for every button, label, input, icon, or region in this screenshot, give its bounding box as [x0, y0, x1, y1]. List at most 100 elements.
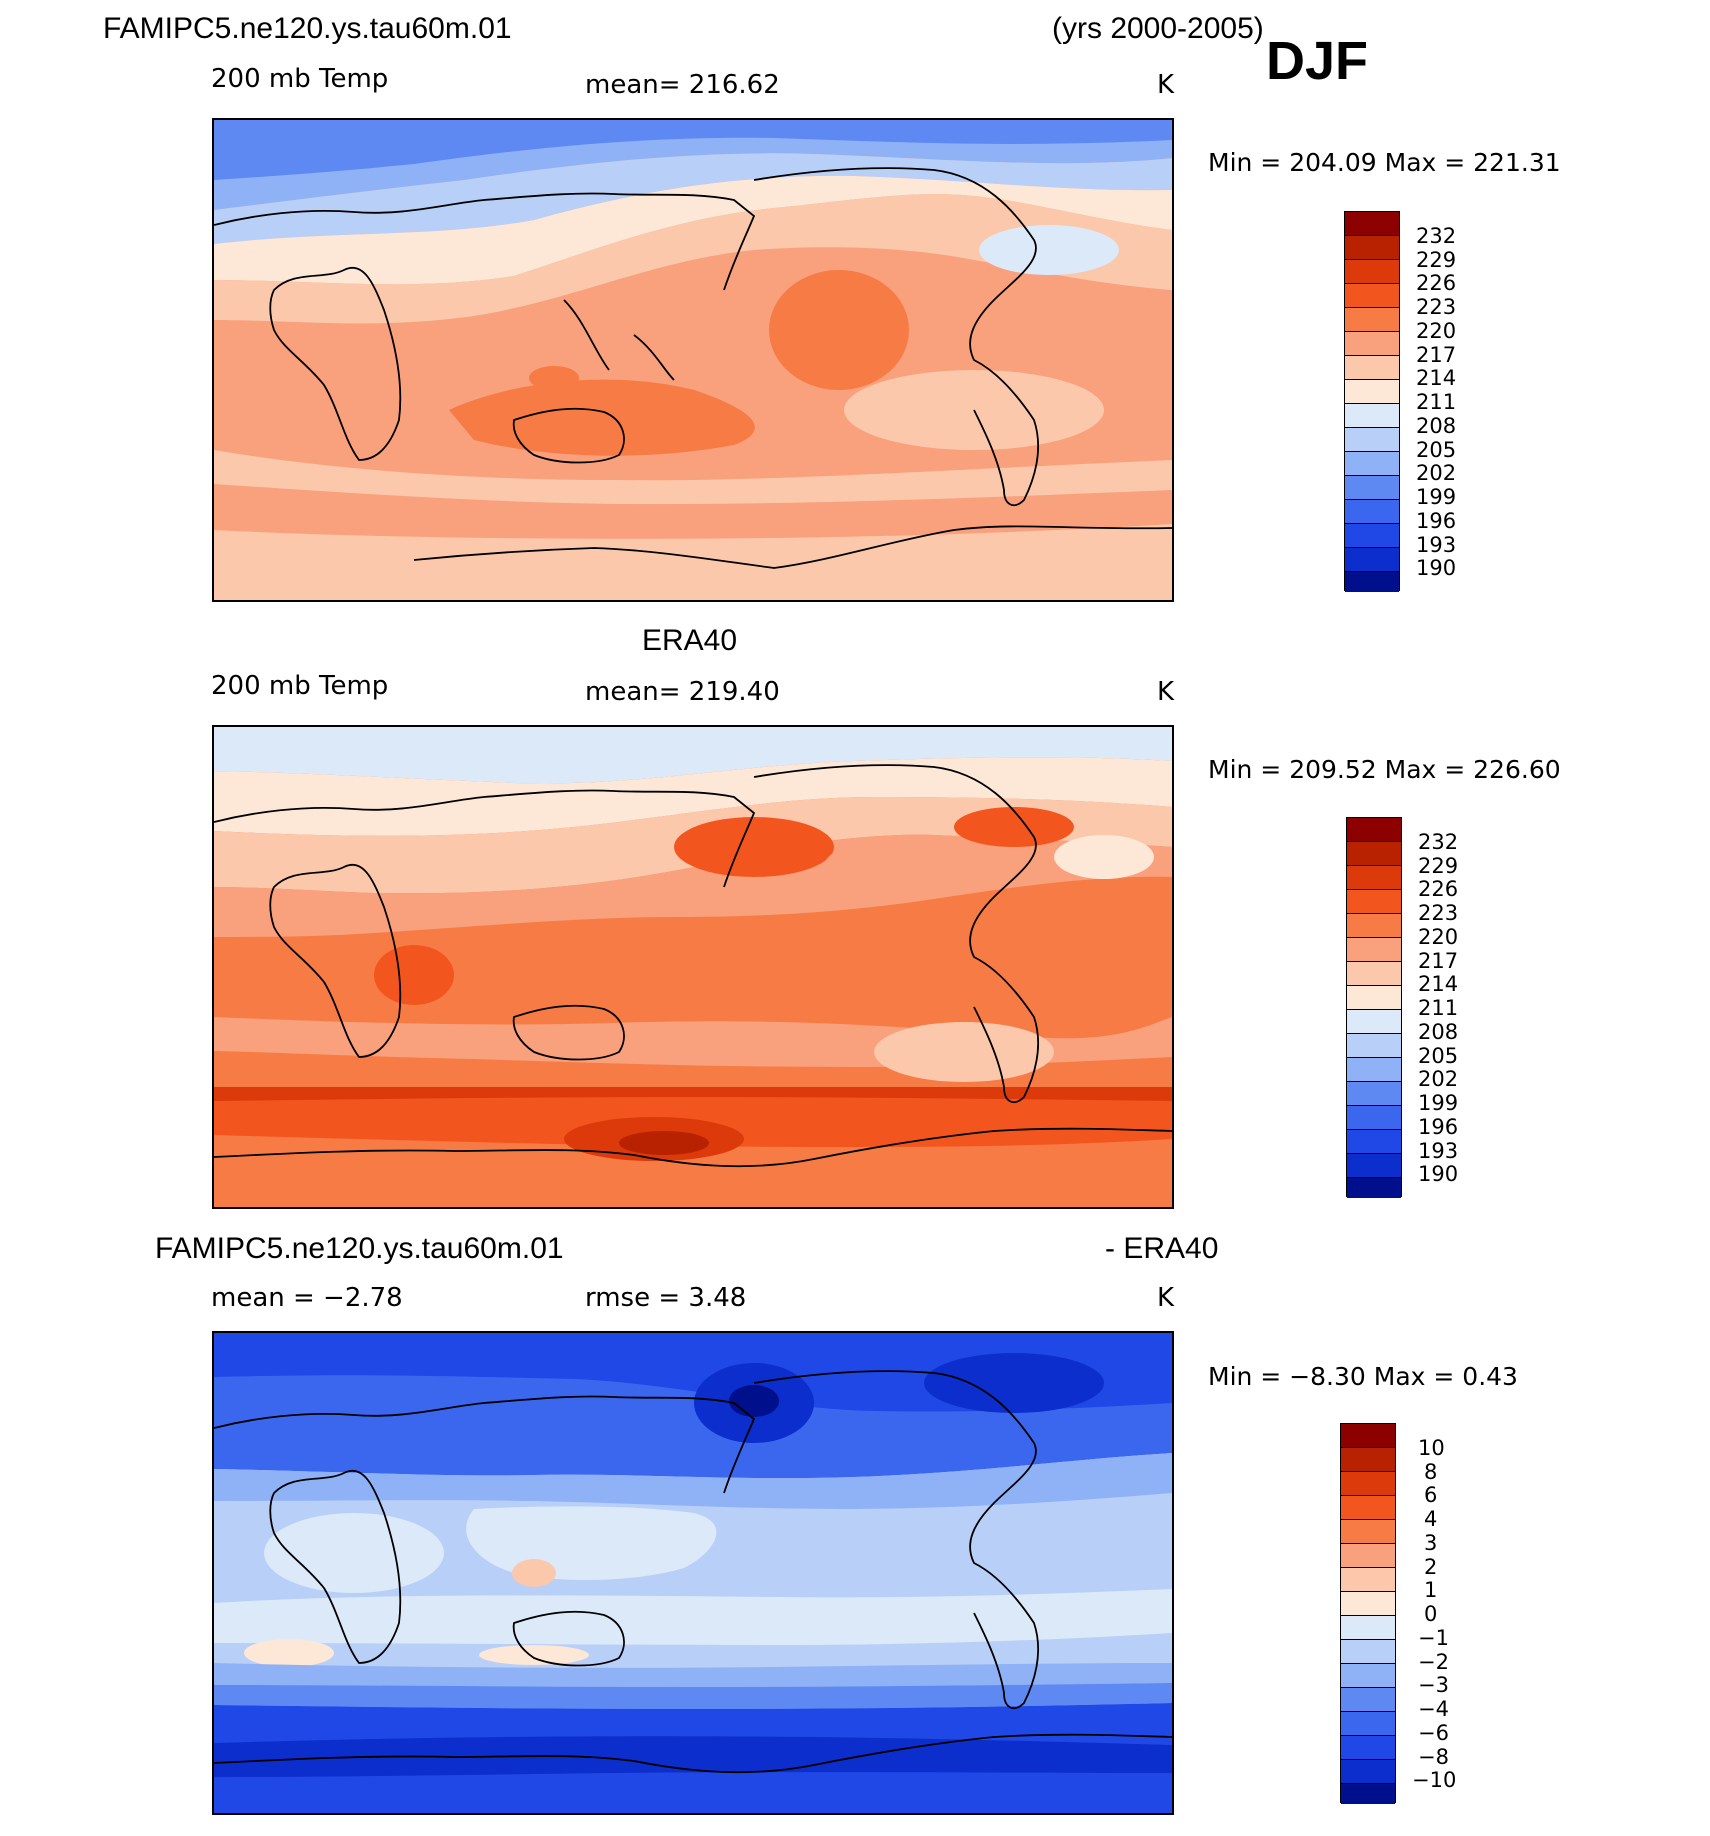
model-colorbar: [1344, 211, 1400, 592]
colorbar-tick-label: 199: [1418, 1091, 1459, 1115]
colorbar-tick-label: 211: [1416, 390, 1457, 414]
colorbar-swatch: [1345, 356, 1399, 380]
colorbar-tick-label: −8: [1418, 1745, 1449, 1769]
colorbar-tick-label: 229: [1416, 248, 1457, 272]
era40-temperature-map: [212, 725, 1174, 1209]
colorbar-swatch: [1345, 548, 1399, 572]
colorbar-swatch: [1345, 524, 1399, 548]
mean-label: mean= 219.40: [585, 677, 780, 707]
colorbar-tick-label: −2: [1418, 1650, 1449, 1674]
colorbar-swatch: [1341, 1784, 1395, 1804]
colorbar-swatch: [1345, 236, 1399, 260]
colorbar-swatch: [1347, 1178, 1401, 1198]
colorbar-swatch: [1345, 212, 1399, 236]
units-label: K: [1157, 1283, 1175, 1313]
colorbar-swatch: [1345, 380, 1399, 404]
colorbar-swatch: [1341, 1592, 1395, 1616]
colorbar-tick-label: 202: [1418, 1067, 1459, 1091]
colorbar-tick-label: 2: [1424, 1555, 1438, 1579]
colorbar-tick-label: 3: [1424, 1531, 1438, 1555]
colorbar-swatch: [1341, 1760, 1395, 1784]
colorbar-swatch: [1347, 866, 1401, 890]
colorbar-tick-label: 205: [1418, 1044, 1459, 1068]
colorbar-tick-label: 193: [1418, 1139, 1459, 1163]
colorbar-tick-label: −6: [1418, 1721, 1449, 1745]
colorbar-swatch: [1345, 572, 1399, 592]
colorbar-swatch: [1345, 500, 1399, 524]
colorbar-tick-label: −1: [1418, 1626, 1449, 1650]
colorbar-swatch: [1347, 914, 1401, 938]
mean-label: mean = −2.78: [211, 1283, 403, 1313]
mean-label: mean= 216.62: [585, 70, 780, 100]
rmse-label: rmse = 3.48: [585, 1283, 747, 1313]
colorbar-swatch: [1341, 1736, 1395, 1760]
colorbar-swatch: [1341, 1544, 1395, 1568]
min-max-label: Min = −8.30 Max = 0.43: [1208, 1362, 1518, 1391]
colorbar-swatch: [1347, 962, 1401, 986]
colorbar-tick-label: 205: [1416, 438, 1457, 462]
variable-label: 200 mb Temp: [211, 671, 389, 701]
panel-title: ERA40: [642, 624, 738, 657]
colorbar-swatch: [1347, 986, 1401, 1010]
difference-colorbar: [1340, 1423, 1396, 1804]
colorbar-swatch: [1345, 428, 1399, 452]
colorbar-swatch: [1347, 842, 1401, 866]
min-max-label: Min = 209.52 Max = 226.60: [1208, 755, 1561, 784]
colorbar-tick-label: 202: [1416, 461, 1457, 485]
colorbar-swatch: [1341, 1712, 1395, 1736]
colorbar-swatch: [1347, 890, 1401, 914]
colorbar-swatch: [1341, 1424, 1395, 1448]
colorbar-swatch: [1345, 404, 1399, 428]
colorbar-tick-label: 232: [1418, 830, 1459, 854]
colorbar-swatch: [1347, 938, 1401, 962]
colorbar-tick-label: 190: [1418, 1162, 1459, 1186]
colorbar-tick-label: 214: [1418, 972, 1459, 996]
colorbar-swatch: [1341, 1616, 1395, 1640]
colorbar-swatch: [1347, 1010, 1401, 1034]
colorbar-tick-label: 214: [1416, 366, 1457, 390]
colorbar-swatch: [1347, 1058, 1401, 1082]
colorbar-swatch: [1341, 1664, 1395, 1688]
colorbar-tick-label: 208: [1416, 414, 1457, 438]
colorbar-swatch: [1341, 1496, 1395, 1520]
colorbar-swatch: [1341, 1640, 1395, 1664]
era40-colorbar: [1346, 817, 1402, 1198]
colorbar-tick-label: 4: [1424, 1507, 1438, 1531]
colorbar-tick-label: 208: [1418, 1020, 1459, 1044]
colorbar-swatch: [1345, 260, 1399, 284]
colorbar-tick-label: −4: [1418, 1697, 1449, 1721]
variable-label: 200 mb Temp: [211, 64, 389, 94]
model-temperature-map: [212, 118, 1174, 602]
colorbar-swatch: [1345, 476, 1399, 500]
colorbar-swatch: [1345, 332, 1399, 356]
colorbar-tick-label: 190: [1416, 556, 1457, 580]
units-label: K: [1157, 70, 1175, 100]
colorbar-swatch: [1347, 1034, 1401, 1058]
colorbar-swatch: [1347, 1130, 1401, 1154]
units-label: K: [1157, 677, 1175, 707]
diff-title-left: FAMIPC5.ne120.ys.tau60m.01: [155, 1232, 564, 1265]
colorbar-tick-label: 223: [1416, 295, 1457, 319]
colorbar-tick-label: 8: [1424, 1460, 1438, 1484]
colorbar-tick-label: 193: [1416, 533, 1457, 557]
colorbar-swatch: [1341, 1568, 1395, 1592]
colorbar-tick-label: −10: [1412, 1768, 1457, 1792]
colorbar-tick-label: 196: [1416, 509, 1457, 533]
colorbar-swatch: [1341, 1520, 1395, 1544]
colorbar-tick-label: 1: [1424, 1578, 1438, 1602]
colorbar-tick-label: 217: [1416, 343, 1457, 367]
colorbar-swatch: [1345, 284, 1399, 308]
colorbar-swatch: [1347, 1106, 1401, 1130]
colorbar-tick-label: 196: [1418, 1115, 1459, 1139]
colorbar-swatch: [1347, 1082, 1401, 1106]
colorbar-swatch: [1347, 1154, 1401, 1178]
colorbar-tick-label: 199: [1416, 485, 1457, 509]
colorbar-tick-label: 232: [1416, 224, 1457, 248]
difference-map: [212, 1331, 1174, 1815]
colorbar-tick-label: 10: [1418, 1436, 1445, 1460]
colorbar-swatch: [1345, 308, 1399, 332]
min-max-label: Min = 204.09 Max = 221.31: [1208, 148, 1561, 177]
colorbar-swatch: [1347, 818, 1401, 842]
colorbar-tick-label: 226: [1416, 271, 1457, 295]
colorbar-tick-label: 226: [1418, 877, 1459, 901]
